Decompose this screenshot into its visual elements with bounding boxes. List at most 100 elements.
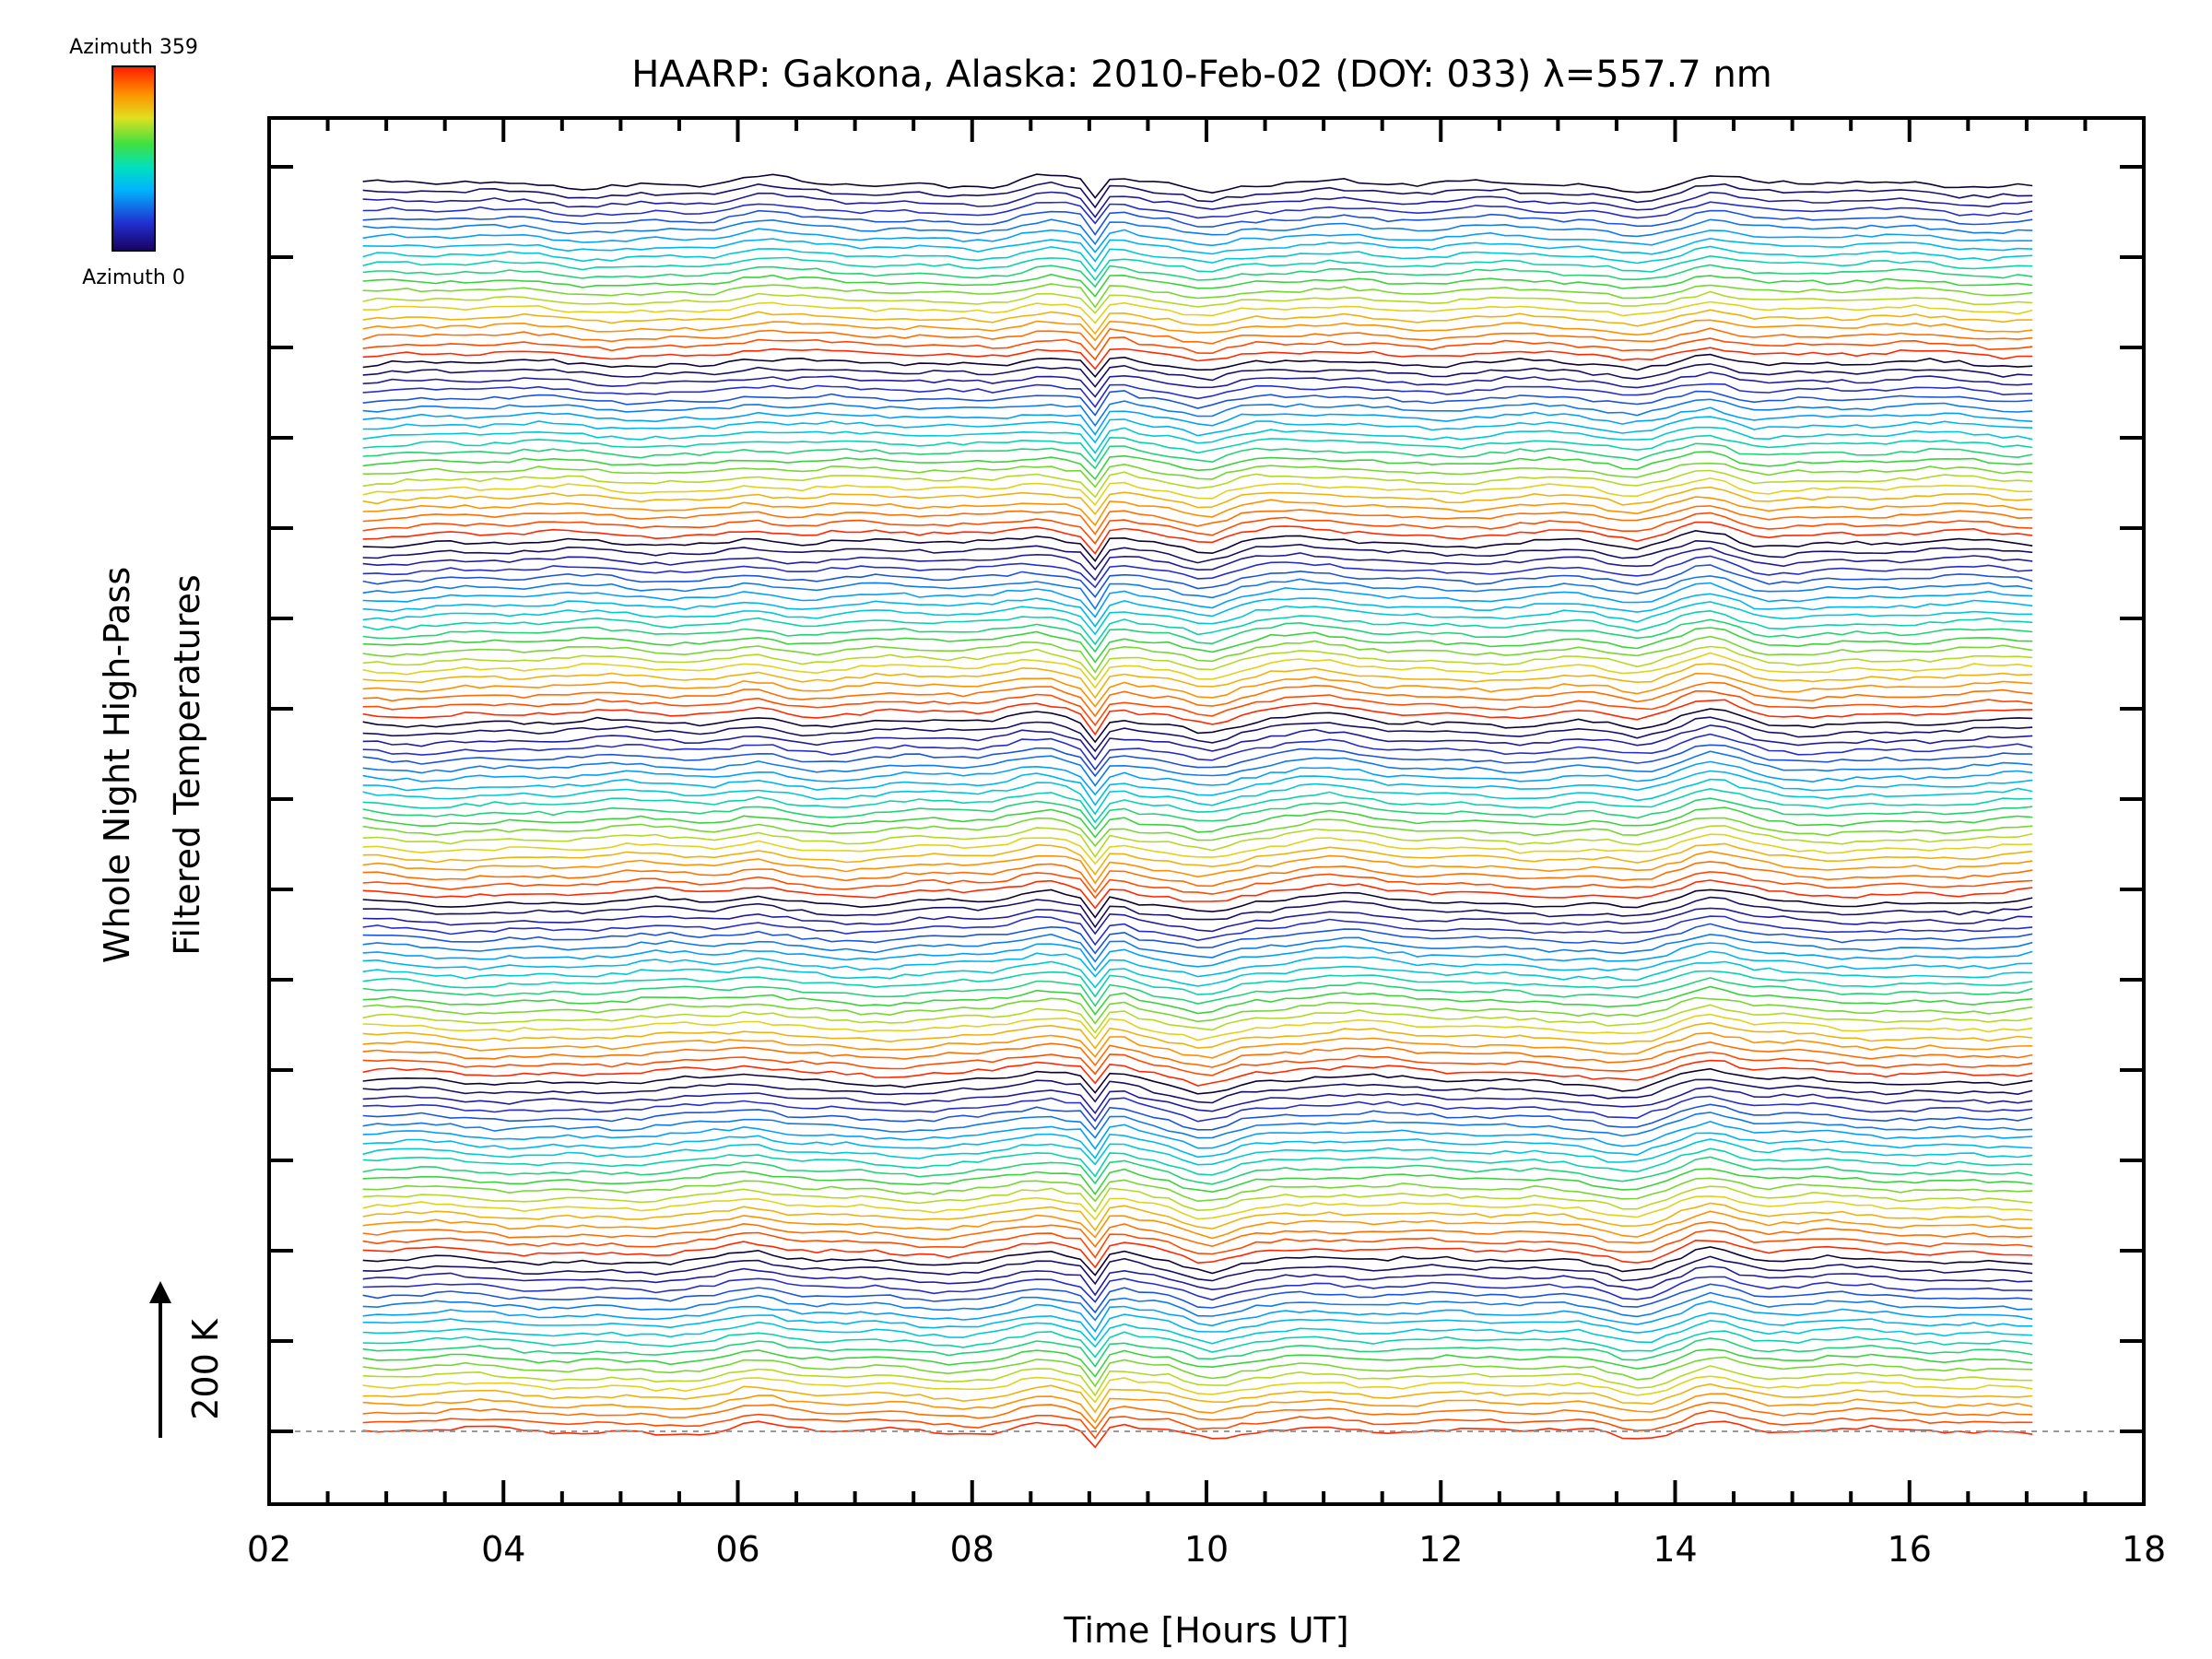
trace-line: [362, 797, 2033, 830]
trace-line: [362, 245, 2033, 273]
trace-line: [362, 708, 2033, 744]
trace-line: [362, 228, 2033, 253]
trace-line: [362, 817, 2033, 848]
trace-line: [362, 842, 2033, 876]
trace-line: [362, 1121, 2033, 1150]
trace-line: [362, 871, 2033, 900]
trace-line: [362, 825, 2033, 859]
trace-line: [362, 750, 2033, 787]
trace-line: [362, 1177, 2033, 1203]
trace-line: [362, 645, 2033, 681]
trace-line: [362, 1013, 2033, 1041]
trace-line: [362, 618, 2033, 653]
trace-line: [362, 787, 2033, 824]
trace-line: [362, 1320, 2033, 1348]
trace-line: [362, 1229, 2033, 1259]
trace-line: [362, 191, 2033, 218]
trace-line: [362, 1365, 2033, 1397]
trace-line: [362, 564, 2033, 598]
trace-line: [362, 398, 2033, 428]
colorbar: Azimuth 359 Azimuth 0: [69, 36, 198, 289]
trace-line: [362, 1067, 2033, 1095]
trace-line: [362, 264, 2033, 288]
trace-line: [362, 888, 2033, 919]
trace-line: [362, 300, 2033, 324]
trace-line: [362, 652, 2033, 689]
trace-line: [362, 319, 2033, 342]
trace-line: [362, 1086, 2033, 1115]
trace-line: [362, 1239, 2033, 1269]
colorbar-top-label: Azimuth 359: [69, 36, 198, 59]
trace-line: [362, 290, 2033, 314]
trace-line: [362, 960, 2033, 989]
trace-line: [362, 283, 2033, 309]
trace-line: [362, 850, 2033, 885]
trace-line: [362, 1291, 2033, 1322]
trace-line: [362, 181, 2033, 209]
trace-line: [362, 371, 2033, 398]
trace-line: [362, 1051, 2033, 1077]
trace-line: [362, 724, 2033, 761]
x-tick-label: 16: [1888, 1529, 1932, 1570]
trace-line: [362, 1276, 2033, 1303]
trace-line: [362, 716, 2033, 753]
trace-line: [362, 896, 2033, 929]
trace-line: [362, 363, 2033, 388]
trace-line: [362, 1348, 2033, 1378]
trace-line: [362, 672, 2033, 708]
trace-line: [362, 593, 2033, 628]
trace-line: [362, 173, 2033, 199]
trace-line: [362, 582, 2033, 618]
trace-line: [362, 575, 2033, 610]
trace-line: [362, 689, 2033, 727]
y-axis-label-line1: Whole Night High-Pass: [97, 567, 137, 963]
trace-line: [362, 627, 2033, 664]
trace-line: [362, 699, 2033, 736]
trace-line: [362, 663, 2033, 700]
x-tick-label: 04: [481, 1529, 525, 1570]
trace-line: [362, 733, 2033, 771]
trace-line: [362, 760, 2033, 796]
trace-line: [362, 254, 2033, 281]
trace-line: [362, 933, 2033, 963]
trace-line: [362, 833, 2033, 865]
trace-line: [362, 1147, 2033, 1178]
trace-line: [362, 950, 2033, 978]
trace-line: [362, 486, 2033, 516]
trace-line: [362, 209, 2033, 236]
trace-line: [362, 635, 2033, 674]
trace-line: [362, 521, 2033, 555]
trace-line: [362, 237, 2033, 263]
x-tick-label: 18: [2122, 1529, 2166, 1570]
trace-line: [362, 547, 2033, 582]
trace-line: [362, 977, 2033, 1007]
trace-line: [362, 1312, 2033, 1342]
trace-line: [362, 1103, 2033, 1131]
trace-line: [362, 382, 2033, 408]
trace-line: [362, 778, 2033, 816]
trace-line: [362, 1393, 2033, 1424]
trace-line: [362, 1195, 2033, 1221]
trace-line: [362, 1300, 2033, 1333]
x-tick-label: 10: [1184, 1529, 1229, 1570]
colorbar-bottom-label: Azimuth 0: [82, 266, 185, 289]
trace-line: [362, 1337, 2033, 1368]
trace-line: [362, 555, 2033, 589]
x-tick-label: 02: [247, 1529, 291, 1570]
trace-line: [362, 1041, 2033, 1068]
trace-line: [362, 915, 2033, 947]
trace-line: [362, 1382, 2033, 1414]
trace-line: [362, 942, 2033, 972]
trace-line: [362, 1356, 2033, 1388]
trace-line: [362, 1375, 2033, 1404]
trace-line: [362, 273, 2033, 298]
trace-line: [362, 416, 2033, 444]
trace-line: [362, 601, 2033, 636]
trace-line: [362, 442, 2033, 470]
trace-line: [362, 1132, 2033, 1159]
trace-line: [362, 1283, 2033, 1314]
trace-group: [362, 173, 2033, 1449]
trace-line: [362, 907, 2033, 935]
trace-line: [362, 347, 2033, 371]
